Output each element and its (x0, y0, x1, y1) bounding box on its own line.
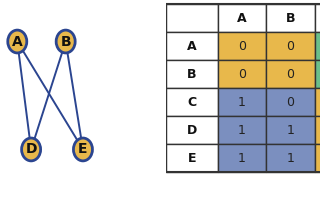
Bar (218, 32, 266, 60)
Text: C: C (188, 96, 196, 109)
Text: 0: 0 (287, 96, 295, 109)
Text: D: D (25, 143, 37, 156)
Text: 1: 1 (238, 96, 246, 109)
Text: E: E (78, 143, 88, 156)
Circle shape (8, 30, 27, 53)
Bar (166, 116, 218, 144)
Text: 1: 1 (287, 152, 294, 165)
Bar (266, 4, 315, 32)
Text: 1: 1 (238, 152, 246, 165)
Text: 0: 0 (238, 68, 246, 81)
Bar (166, 32, 218, 60)
Text: 1: 1 (287, 124, 294, 137)
Text: B: B (187, 68, 197, 81)
Bar (315, 88, 320, 116)
Bar (315, 144, 320, 172)
Text: B: B (60, 34, 71, 49)
Text: 1: 1 (238, 124, 246, 137)
Text: A: A (237, 12, 247, 25)
Bar (315, 60, 320, 88)
Bar (166, 4, 320, 172)
Text: A: A (187, 40, 197, 53)
Bar (315, 32, 320, 60)
Text: A: A (12, 34, 23, 49)
Bar (166, 60, 218, 88)
Bar (315, 4, 320, 32)
Bar (218, 116, 266, 144)
Bar (166, 88, 218, 116)
Bar (218, 60, 266, 88)
Text: E: E (188, 152, 196, 165)
Bar (266, 144, 315, 172)
Text: 0: 0 (287, 68, 295, 81)
Bar (315, 116, 320, 144)
Bar (218, 144, 266, 172)
Text: D: D (187, 124, 197, 137)
Circle shape (56, 30, 75, 53)
Bar (266, 116, 315, 144)
Text: 0: 0 (238, 40, 246, 53)
Text: B: B (286, 12, 295, 25)
Bar (218, 4, 266, 32)
Bar (266, 32, 315, 60)
Circle shape (74, 138, 92, 161)
Bar (266, 88, 315, 116)
Bar (266, 60, 315, 88)
Bar (166, 4, 218, 32)
Bar (166, 144, 218, 172)
Bar (218, 88, 266, 116)
Circle shape (21, 138, 41, 161)
Text: 0: 0 (287, 40, 295, 53)
